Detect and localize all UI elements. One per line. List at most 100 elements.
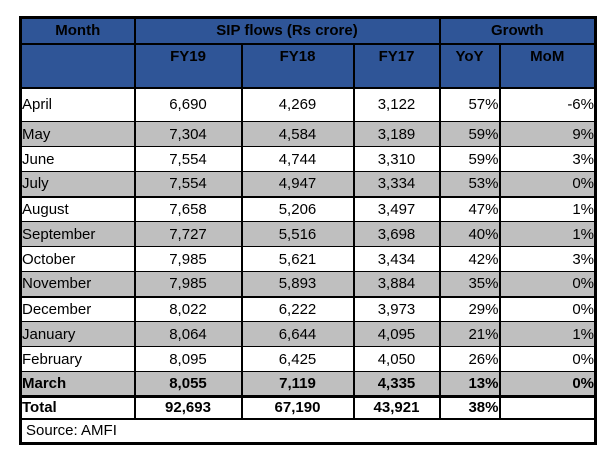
- yoy-cell: 59%: [438, 146, 500, 172]
- source-note: Source: AMFI: [20, 418, 596, 444]
- fy18-cell: 6,644: [240, 321, 354, 347]
- fy19-cell: 7,985: [133, 246, 242, 272]
- month-cell: July: [20, 171, 135, 198]
- header-mom: MoM: [498, 43, 596, 89]
- fy19-cell: 7,304: [133, 121, 242, 147]
- mom-cell: 3%: [498, 146, 596, 172]
- month-cell: January: [20, 321, 135, 347]
- row-july: July 7,554 4,947 3,334 53% 0%: [20, 171, 596, 198]
- row-august: August 7,658 5,206 3,497 47% 1%: [20, 196, 596, 222]
- month-cell: November: [20, 271, 135, 298]
- mom-cell: 0%: [498, 271, 596, 298]
- header-yoy: YoY: [438, 43, 500, 89]
- fy17-cell: 3,434: [352, 246, 440, 272]
- yoy-cell: 40%: [438, 221, 500, 247]
- header-sip-group: SIP flows (Rs crore): [133, 17, 440, 45]
- fy17-cell: 3,189: [352, 121, 440, 147]
- fy19-cell: 7,985: [133, 271, 242, 298]
- fy17-cell: 4,095: [352, 321, 440, 347]
- row-february: February 8,095 6,425 4,050 26% 0%: [20, 346, 596, 372]
- yoy-cell: 26%: [438, 346, 500, 372]
- header-month-empty: [20, 43, 135, 89]
- mom-cell: 3%: [498, 246, 596, 272]
- fy19-cell: 8,055: [133, 371, 242, 398]
- month-cell: March: [20, 371, 135, 398]
- mom-cell: 0%: [498, 371, 596, 398]
- fy19-cell: 8,095: [133, 346, 242, 372]
- fy18-cell: 4,744: [240, 146, 354, 172]
- month-cell: June: [20, 146, 135, 172]
- yoy-cell: 35%: [438, 271, 500, 298]
- fy17-cell: 3,334: [352, 171, 440, 198]
- fy18-cell: 5,621: [240, 246, 354, 272]
- fy18-cell: 5,516: [240, 221, 354, 247]
- mom-cell: 0%: [498, 296, 596, 322]
- month-cell: August: [20, 196, 135, 222]
- yoy-cell: 29%: [438, 296, 500, 322]
- fy18-cell: 6,222: [240, 296, 354, 322]
- mom-cell: 1%: [498, 221, 596, 247]
- row-october: October 7,985 5,621 3,434 42% 3%: [20, 246, 596, 272]
- fy19-cell: 6,690: [133, 87, 242, 122]
- header-columns-row: FY19 FY18 FY17 YoY MoM: [20, 43, 596, 89]
- fy17-cell: 3,884: [352, 271, 440, 298]
- mom-cell: 0%: [498, 171, 596, 198]
- total-fy17-cell: 43,921: [352, 396, 440, 420]
- header-group-row: Month SIP flows (Rs crore) Growth: [20, 17, 596, 45]
- total-yoy-cell: 38%: [438, 396, 500, 420]
- row-january: January 8,064 6,644 4,095 21% 1%: [20, 321, 596, 347]
- row-total: Total 92,693 67,190 43,921 38%: [20, 396, 596, 420]
- total-fy18-cell: 67,190: [240, 396, 354, 420]
- fy18-cell: 5,206: [240, 196, 354, 222]
- sip-flows-table-container: Month SIP flows (Rs crore) Growth FY19 F…: [19, 16, 597, 445]
- total-mom-cell: [498, 396, 596, 420]
- row-may: May 7,304 4,584 3,189 59% 9%: [20, 121, 596, 147]
- month-cell: December: [20, 296, 135, 322]
- fy19-cell: 8,022: [133, 296, 242, 322]
- fy17-cell: 3,310: [352, 146, 440, 172]
- mom-cell: -6%: [498, 87, 596, 122]
- sip-flows-table: Month SIP flows (Rs crore) Growth FY19 F…: [19, 16, 597, 445]
- fy17-cell: 3,497: [352, 196, 440, 222]
- month-cell: October: [20, 246, 135, 272]
- yoy-cell: 47%: [438, 196, 500, 222]
- fy19-cell: 8,064: [133, 321, 242, 347]
- fy19-cell: 7,658: [133, 196, 242, 222]
- yoy-cell: 59%: [438, 121, 500, 147]
- fy18-cell: 7,119: [240, 371, 354, 398]
- total-fy19-cell: 92,693: [133, 396, 242, 420]
- fy18-cell: 4,584: [240, 121, 354, 147]
- mom-cell: 1%: [498, 196, 596, 222]
- fy18-cell: 4,269: [240, 87, 354, 122]
- fy17-cell: 3,698: [352, 221, 440, 247]
- row-march: March 8,055 7,119 4,335 13% 0%: [20, 371, 596, 398]
- yoy-cell: 42%: [438, 246, 500, 272]
- row-november: November 7,985 5,893 3,884 35% 0%: [20, 271, 596, 298]
- row-september: September 7,727 5,516 3,698 40% 1%: [20, 221, 596, 247]
- month-cell: April: [20, 87, 135, 122]
- row-april: April 6,690 4,269 3,122 57% -6%: [20, 87, 596, 122]
- header-fy19: FY19: [133, 43, 242, 89]
- yoy-cell: 13%: [438, 371, 500, 398]
- fy17-cell: 3,973: [352, 296, 440, 322]
- fy18-cell: 6,425: [240, 346, 354, 372]
- month-cell: February: [20, 346, 135, 372]
- yoy-cell: 57%: [438, 87, 500, 122]
- fy19-cell: 7,554: [133, 171, 242, 198]
- month-cell: May: [20, 121, 135, 147]
- row-december: December 8,022 6,222 3,973 29% 0%: [20, 296, 596, 322]
- mom-cell: 9%: [498, 121, 596, 147]
- header-growth-group: Growth: [438, 17, 596, 45]
- header-month: Month: [20, 17, 135, 45]
- fy19-cell: 7,554: [133, 146, 242, 172]
- row-source: Source: AMFI: [20, 418, 596, 444]
- fy17-cell: 4,050: [352, 346, 440, 372]
- yoy-cell: 53%: [438, 171, 500, 198]
- fy19-cell: 7,727: [133, 221, 242, 247]
- fy18-cell: 4,947: [240, 171, 354, 198]
- total-label-cell: Total: [20, 396, 135, 420]
- yoy-cell: 21%: [438, 321, 500, 347]
- row-june: June 7,554 4,744 3,310 59% 3%: [20, 146, 596, 172]
- month-cell: September: [20, 221, 135, 247]
